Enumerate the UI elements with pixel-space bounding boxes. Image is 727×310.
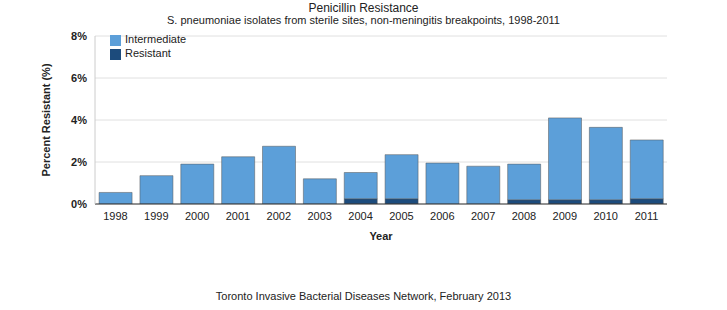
html-text:S. pneumoniae isolates from st: S. pneumoniae isolates from sterile site…: [167, 14, 560, 26]
svg-text:2002: 2002: [267, 210, 291, 222]
svg-text:2003: 2003: [307, 210, 331, 222]
html-text:Intermediate: Intermediate: [125, 33, 187, 45]
html-text:Toronto Invasive Bacterial Dis: Toronto Invasive Bacterial Diseases Netw…: [215, 290, 512, 302]
svg-text:Percent Resistant (%): Percent Resistant (%): [40, 63, 52, 176]
svg-text:0%: 0%: [71, 198, 87, 210]
svg-text:2006: 2006: [430, 210, 454, 222]
svg-text:8%: 8%: [71, 30, 87, 42]
svg-text:2008: 2008: [512, 210, 536, 222]
svg-text:2007: 2007: [471, 210, 495, 222]
svg-text:2004: 2004: [348, 210, 372, 222]
svg-text:2010: 2010: [593, 210, 617, 222]
svg-text:1998: 1998: [103, 210, 127, 222]
svg-text:2001: 2001: [226, 210, 250, 222]
html-text:Resistant: Resistant: [125, 47, 171, 59]
svg-text:1999: 1999: [144, 210, 168, 222]
svg-text:2009: 2009: [553, 210, 577, 222]
svg-text:2%: 2%: [71, 156, 87, 168]
svg-text:2005: 2005: [389, 210, 413, 222]
svg-text:4%: 4%: [71, 114, 87, 126]
html-text:Penicillin Resistance: Penicillin Resistance: [308, 1, 419, 15]
svg-text:6%: 6%: [71, 72, 87, 84]
svg-text:2000: 2000: [185, 210, 209, 222]
svg-text:2011: 2011: [635, 210, 659, 222]
svg-text:Year: Year: [369, 230, 393, 242]
